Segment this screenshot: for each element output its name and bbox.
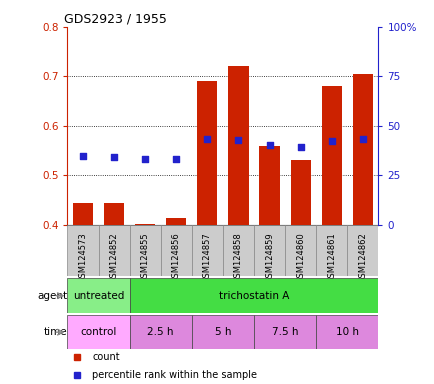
Bar <box>67 225 98 276</box>
Text: agent: agent <box>37 291 67 301</box>
Bar <box>104 204 124 225</box>
Text: GSM124862: GSM124862 <box>358 232 367 283</box>
Text: 2.5 h: 2.5 h <box>147 327 174 337</box>
Bar <box>67 315 129 349</box>
Point <box>79 153 86 159</box>
Point <box>141 156 148 162</box>
Bar <box>253 225 285 276</box>
Text: GSM124861: GSM124861 <box>326 232 335 283</box>
Bar <box>135 223 155 225</box>
Bar <box>321 86 341 225</box>
Bar <box>73 203 93 225</box>
Bar <box>253 315 316 349</box>
Bar <box>352 74 372 225</box>
Text: control: control <box>80 327 116 337</box>
Text: GSM124855: GSM124855 <box>140 232 149 283</box>
Bar <box>290 161 310 225</box>
Text: 5 h: 5 h <box>214 327 230 337</box>
Text: time: time <box>44 327 67 337</box>
Bar <box>346 225 378 276</box>
Bar <box>129 315 191 349</box>
Bar <box>316 225 347 276</box>
Point <box>296 144 303 150</box>
Bar <box>285 225 316 276</box>
Bar <box>129 278 378 313</box>
Point <box>110 154 117 160</box>
Point <box>358 136 365 142</box>
Bar <box>259 146 279 225</box>
Text: untreated: untreated <box>72 291 124 301</box>
Text: GSM124573: GSM124573 <box>78 232 87 283</box>
Text: GSM124856: GSM124856 <box>171 232 181 283</box>
Point <box>172 156 179 162</box>
Bar <box>129 225 161 276</box>
Text: GDS2923 / 1955: GDS2923 / 1955 <box>64 13 167 26</box>
Point <box>266 141 273 147</box>
Point <box>328 137 335 144</box>
Text: GSM124860: GSM124860 <box>296 232 305 283</box>
Bar <box>222 225 253 276</box>
Point <box>204 136 210 142</box>
Text: 10 h: 10 h <box>335 327 358 337</box>
Bar <box>161 225 191 276</box>
Bar <box>166 218 186 225</box>
Text: 7.5 h: 7.5 h <box>271 327 298 337</box>
Bar <box>67 278 129 313</box>
Text: trichostatin A: trichostatin A <box>218 291 289 301</box>
Text: GSM124859: GSM124859 <box>264 232 273 283</box>
Text: GSM124852: GSM124852 <box>109 232 118 283</box>
Bar <box>316 315 378 349</box>
Point <box>234 137 241 143</box>
Bar <box>191 315 253 349</box>
Bar <box>197 81 217 225</box>
Bar <box>191 225 223 276</box>
Bar <box>228 66 248 225</box>
Text: GSM124858: GSM124858 <box>233 232 243 283</box>
Bar <box>98 225 129 276</box>
Text: count: count <box>92 352 120 362</box>
Text: percentile rank within the sample: percentile rank within the sample <box>92 370 257 380</box>
Text: GSM124857: GSM124857 <box>202 232 211 283</box>
